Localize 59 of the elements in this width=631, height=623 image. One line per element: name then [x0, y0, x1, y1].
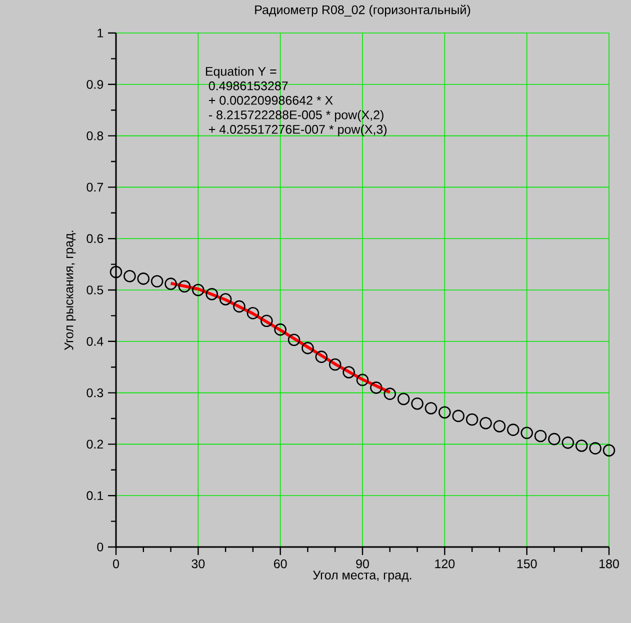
point [452, 410, 465, 422]
y-tick-label: 0.8 [86, 131, 104, 140]
point [493, 420, 506, 432]
point [260, 314, 273, 327]
x-tick-label: 150 [517, 559, 537, 568]
point [384, 388, 396, 400]
point [480, 416, 492, 430]
point [328, 358, 342, 371]
annotation: Equation Y = [206, 66, 276, 78]
y-tick-label: 0.9 [86, 80, 104, 89]
point [424, 402, 438, 414]
y-tick-label: 0.7 [86, 182, 104, 192]
y-tick-label: 0 [97, 542, 104, 552]
point [534, 430, 547, 442]
point [342, 366, 355, 378]
point [466, 413, 478, 426]
point [246, 306, 260, 320]
point [192, 284, 204, 296]
chart-title: Радиометр R08_02 (горизонтальный) [255, 4, 470, 17]
point [548, 432, 560, 446]
point [315, 350, 328, 363]
point [520, 426, 533, 440]
point [575, 440, 588, 452]
y-tick-label: 0.3 [86, 388, 104, 398]
y-tick-label: 0.1 [86, 491, 104, 500]
point [397, 392, 410, 406]
point [288, 334, 300, 346]
y-tick-label: 0.6 [86, 234, 104, 244]
x-tick-label: 30 [192, 559, 205, 568]
point [124, 270, 136, 282]
point [370, 382, 382, 394]
x-tick-label: 180 [600, 559, 619, 568]
point [233, 300, 246, 313]
point [562, 436, 574, 449]
point [219, 293, 232, 306]
point [137, 272, 150, 285]
point [274, 323, 286, 336]
point [411, 397, 424, 410]
point [356, 374, 369, 386]
x-tick-label: 0 [113, 559, 119, 568]
y-tick-label: 0.2 [86, 440, 104, 449]
point [206, 288, 218, 300]
x-tick-label: 90 [356, 559, 369, 568]
x-axis-title: Угол места, град. [313, 570, 412, 582]
x-tick-label: 120 [435, 559, 455, 568]
y-tick-label: 1 [98, 28, 104, 38]
point [589, 442, 602, 454]
point [110, 266, 122, 278]
y-tick-label: 0.4 [86, 336, 104, 346]
point [164, 278, 177, 290]
point [178, 280, 191, 293]
point [602, 444, 616, 457]
point [150, 275, 164, 288]
y-tick-label: 0.5 [86, 286, 104, 294]
y-axis-title: Угол рыскания, град. [64, 230, 76, 350]
x-tick-label: 60 [274, 559, 287, 568]
point [506, 424, 520, 436]
point [438, 406, 451, 418]
point [302, 342, 314, 354]
